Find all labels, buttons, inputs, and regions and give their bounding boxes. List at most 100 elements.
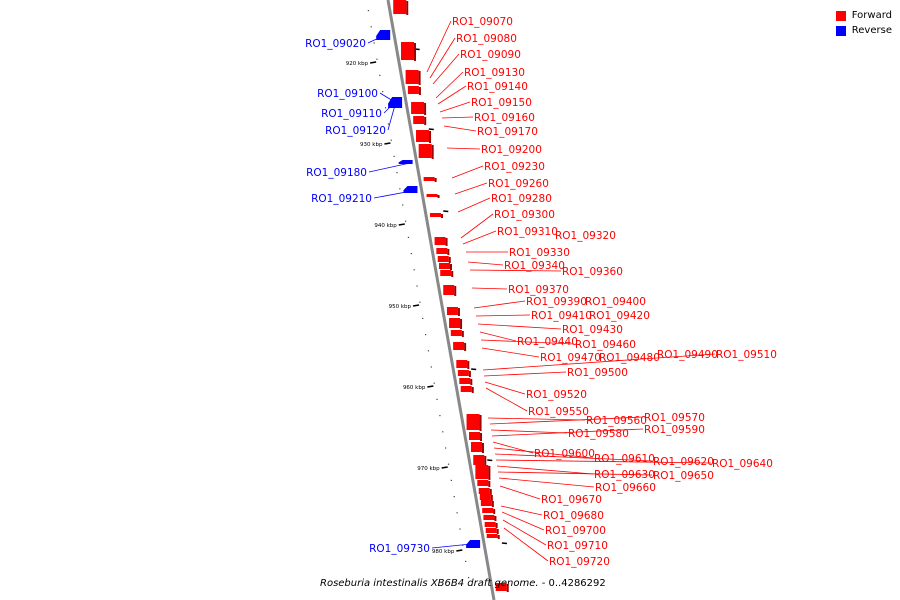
- forward-gene-label[interactable]: RO1_09630: [594, 469, 655, 481]
- forward-gene-shadow: [488, 481, 491, 487]
- forward-gene-label[interactable]: RO1_09670: [541, 494, 602, 506]
- legend-swatch-forward: [835, 10, 846, 21]
- forward-gene-label[interactable]: RO1_09140: [467, 81, 528, 93]
- forward-gene-label[interactable]: RO1_09300: [494, 209, 555, 221]
- minor-tick: [430, 366, 432, 368]
- forward-gene-label[interactable]: RO1_09390: [526, 296, 587, 308]
- forward-gene-label[interactable]: RO1_09310: [497, 226, 558, 238]
- forward-gene-label[interactable]: RO1_09400: [585, 296, 646, 308]
- scale-tick: [441, 466, 448, 469]
- scale-tick-label: 930 kbp: [360, 142, 383, 148]
- forward-gene-label[interactable]: RO1_09610: [594, 453, 655, 465]
- forward-gene: [393, 0, 407, 14]
- forward-gene-shadow: [495, 523, 498, 528]
- forward-gene-label[interactable]: RO1_09340: [504, 260, 565, 272]
- forward-gene-label[interactable]: RO1_09160: [474, 112, 535, 124]
- legend-item-forward: Forward: [835, 8, 892, 23]
- forward-gene-label[interactable]: RO1_09560: [586, 415, 647, 427]
- forward-gene-label[interactable]: RO1_09710: [547, 540, 608, 552]
- forward-gene-label[interactable]: RO1_09720: [549, 556, 610, 568]
- forward-gene-label[interactable]: RO1_09230: [484, 161, 545, 173]
- forward-gene-label[interactable]: RO1_09550: [528, 406, 589, 418]
- forward-gene-label[interactable]: RO1_09410: [531, 310, 592, 322]
- reverse-gene-label[interactable]: RO1_09730: [369, 543, 430, 555]
- forward-gene: [423, 177, 435, 181]
- scale-tick-label: 920 kbp: [346, 61, 369, 67]
- scale-tick: [384, 142, 391, 145]
- forward-gene-label[interactable]: RO1_09370: [508, 284, 569, 296]
- forward-gene-label[interactable]: RO1_09430: [562, 324, 623, 336]
- forward-gene-label[interactable]: RO1_09440: [517, 336, 578, 348]
- forward-gene: [478, 488, 490, 494]
- forward-gene-label[interactable]: RO1_09580: [568, 428, 629, 440]
- forward-gene-label[interactable]: RO1_09590: [644, 424, 705, 436]
- forward-gene-label[interactable]: RO1_09080: [456, 33, 517, 45]
- reverse-gene-label[interactable]: RO1_09210: [311, 193, 372, 205]
- legend-item-reverse: Reverse: [835, 23, 892, 38]
- forward-gene-label[interactable]: RO1_09680: [543, 510, 604, 522]
- forward-gene-label[interactable]: RO1_09150: [471, 97, 532, 109]
- reverse-gene-label[interactable]: RO1_09020: [305, 38, 366, 50]
- forward-gene-label[interactable]: RO1_09070: [452, 16, 513, 28]
- feature-mark: [443, 210, 449, 213]
- forward-gene-label[interactable]: RO1_09480: [599, 352, 660, 364]
- forward-gene: [457, 370, 469, 376]
- forward-gene-label[interactable]: RO1_09620: [653, 456, 714, 468]
- forward-gene-shadow: [496, 529, 499, 534]
- forward-gene-label[interactable]: RO1_09360: [562, 266, 623, 278]
- forward-gene-shadow: [479, 415, 482, 431]
- forward-gene-shadow: [490, 495, 493, 501]
- scale-tick: [412, 304, 420, 307]
- forward-gene-label[interactable]: RO1_09280: [491, 193, 552, 205]
- forward-gene-label[interactable]: RO1_09330: [509, 247, 570, 259]
- reverse-gene-label[interactable]: RO1_09110: [321, 108, 382, 120]
- forward-gene-label[interactable]: RO1_09490: [657, 349, 718, 361]
- minor-tick: [396, 172, 398, 174]
- reverse-gene-label[interactable]: RO1_09100: [317, 88, 378, 100]
- forward-gene-label[interactable]: RO1_09200: [481, 144, 542, 156]
- forward-gene-shadow: [449, 264, 452, 270]
- forward-label-connector: [493, 447, 594, 459]
- minor-tick: [467, 577, 470, 579]
- forward-gene-label[interactable]: RO1_09320: [555, 230, 616, 242]
- forward-gene-label[interactable]: RO1_09170: [477, 126, 538, 138]
- forward-label-connector: [457, 197, 491, 213]
- forward-gene: [426, 194, 438, 197]
- forward-gene-label[interactable]: RO1_09510: [716, 349, 777, 361]
- forward-gene-label[interactable]: RO1_09130: [464, 67, 525, 79]
- forward-gene: [434, 237, 446, 245]
- forward-label-connector: [460, 213, 494, 239]
- label-connectors: [367, 20, 716, 562]
- scale-tick-label: 970 kbp: [417, 466, 440, 472]
- forward-gene-label[interactable]: RO1_09470: [540, 352, 601, 364]
- forward-gene: [495, 583, 507, 591]
- minor-tick: [425, 334, 427, 336]
- reverse-gene: [403, 186, 418, 193]
- reverse-gene-label[interactable]: RO1_09180: [306, 167, 367, 179]
- forward-gene-label[interactable]: RO1_09660: [595, 482, 656, 494]
- feature-mark: [428, 128, 434, 131]
- forward-gene-label[interactable]: RO1_09090: [460, 49, 521, 61]
- forward-gene-label[interactable]: RO1_09460: [575, 339, 636, 351]
- forward-gene-label[interactable]: RO1_09260: [488, 178, 549, 190]
- reverse-gene-label[interactable]: RO1_09120: [325, 125, 386, 137]
- forward-gene-label[interactable]: RO1_09570: [644, 412, 705, 424]
- forward-gene-label[interactable]: RO1_09640: [712, 458, 773, 470]
- forward-gene: [484, 522, 496, 527]
- forward-label-connector: [491, 428, 644, 437]
- reverse-gene: [376, 30, 391, 40]
- forward-gene-label[interactable]: RO1_09500: [567, 367, 628, 379]
- forward-gene-label[interactable]: RO1_09600: [534, 448, 595, 460]
- minor-tick: [410, 253, 412, 255]
- forward-gene-label[interactable]: RO1_09420: [589, 310, 650, 322]
- scale-ticks: 920 kbp 930 kbp 940 kbp 950 kbp 960 kbp 970 k…: [346, 61, 463, 555]
- forward-gene: [438, 263, 450, 269]
- forward-gene-label[interactable]: RO1_09700: [545, 525, 606, 537]
- forward-gene: [407, 86, 419, 94]
- reverse-gene: [466, 540, 481, 548]
- forward-gene-label[interactable]: RO1_09520: [526, 389, 587, 401]
- forward-label-connector: [426, 20, 452, 73]
- forward-label-connector: [487, 417, 586, 421]
- forward-gene-label[interactable]: RO1_09650: [653, 470, 714, 482]
- minor-tick: [413, 269, 415, 271]
